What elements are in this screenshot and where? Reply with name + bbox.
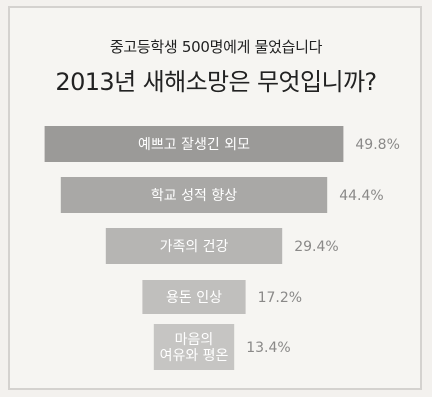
bar-label-3: 가족의 건강	[160, 239, 229, 255]
chart-subtitle: 중고등학생 500명에게 물었습니다	[109, 38, 323, 56]
bar-4	[142, 280, 246, 314]
bar-1	[44, 126, 344, 162]
chart-title: 2013년 새해소망은 무엇입니까?	[55, 68, 377, 96]
value-label-5: 13.4%	[246, 340, 290, 356]
bar-label-2: 학교 성적 향상	[151, 188, 237, 204]
bar-3	[105, 228, 283, 264]
value-label-2: 44.4%	[339, 188, 383, 204]
bar-5	[153, 324, 235, 370]
value-label-4: 17.2%	[258, 290, 302, 306]
bar-label-1: 예쁘고 잘생긴 외모	[138, 137, 250, 153]
bar-label-5: 마음의 여유와 평온	[160, 332, 229, 364]
value-label-1: 49.8%	[355, 137, 399, 153]
bar-label-4: 용돈 인상	[166, 290, 222, 306]
value-label-3: 29.4%	[294, 239, 338, 255]
bar-2	[60, 177, 328, 213]
